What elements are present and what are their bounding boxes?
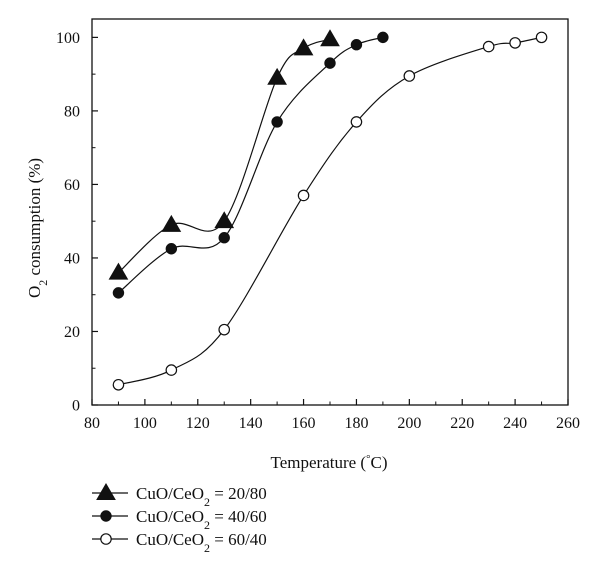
series-3-point <box>218 323 231 336</box>
series-2-point <box>165 243 178 255</box>
x-tick-label: 260 <box>556 415 580 432</box>
x-tick-label: 220 <box>450 415 474 432</box>
x-tick-label: 80 <box>84 415 100 432</box>
legend-marker-1 <box>96 483 116 500</box>
x-tick-label: 100 <box>133 415 157 432</box>
series-1-point <box>267 67 287 85</box>
series-3-point <box>350 116 363 128</box>
series-line-2 <box>118 36 384 294</box>
series-2-point <box>112 287 125 299</box>
series-2-point <box>377 31 389 44</box>
series-3-point <box>297 189 310 202</box>
series-1-point <box>293 38 314 56</box>
x-tick-label: 160 <box>292 415 316 432</box>
y-tick-label: 40 <box>64 250 80 267</box>
series-1-point <box>214 211 235 229</box>
x-tick-label: 120 <box>186 415 210 432</box>
series-1-point <box>320 29 340 47</box>
series-markers <box>108 29 548 391</box>
series-2-point <box>271 116 283 128</box>
x-tick-label: 180 <box>344 415 368 432</box>
x-axis-title: Temperature (°C) <box>271 453 388 472</box>
series-2-point <box>350 39 363 51</box>
series-2-point <box>218 232 230 244</box>
y-tick-label: 20 <box>64 324 80 341</box>
x-tick-label: 240 <box>503 415 527 432</box>
legend-label-2: CuO/CeO2 = 40/60 <box>136 507 267 532</box>
legend-label-1: CuO/CeO2 = 20/80 <box>136 484 267 509</box>
legend-label-3: CuO/CeO2 = 60/40 <box>136 530 267 555</box>
series-curves <box>118 36 542 386</box>
x-tick-label: 200 <box>397 415 421 432</box>
plot-frame <box>91 18 569 406</box>
y-tick-label: 60 <box>64 177 80 194</box>
plot-axes: 80 100 120 140 160 180 200 220 240 260 0 20 40 60 80 10… <box>56 18 580 432</box>
series-3-point <box>535 31 548 44</box>
series-2-point <box>324 57 336 69</box>
series-3-point <box>403 70 416 82</box>
legend-marker-2 <box>100 510 112 522</box>
y-tick-label: 80 <box>64 103 80 120</box>
series-3-point <box>482 40 495 53</box>
series-1-point <box>108 262 129 280</box>
y-tick-label: 100 <box>56 30 80 47</box>
y-tick-label: 0 <box>72 398 80 415</box>
series-3-point <box>112 378 125 391</box>
series-3-point <box>509 37 521 49</box>
series-line-3 <box>118 36 542 386</box>
y-axis-title: O2 consumption (%) <box>25 158 50 298</box>
legend-marker-3 <box>100 533 112 545</box>
series-3-point <box>165 364 178 376</box>
x-tick-label: 140 <box>239 415 263 432</box>
series-1-point <box>161 214 182 232</box>
